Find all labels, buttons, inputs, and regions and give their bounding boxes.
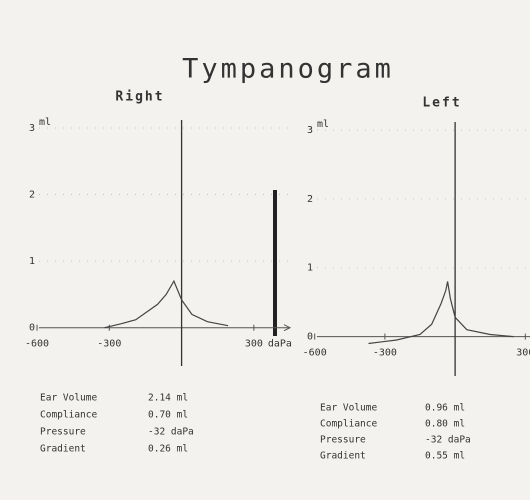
measurement-label: Pressure — [40, 427, 86, 438]
x-tick-label: -600 — [303, 348, 327, 359]
separator-bar — [273, 190, 277, 336]
x-axis-label: daPa — [268, 339, 292, 350]
y-tick-label: 0 — [29, 323, 35, 334]
measurement-value: 0.26 ml — [148, 444, 188, 455]
page-title: Tympanogram — [182, 54, 394, 85]
measurement-label: Pressure — [320, 435, 366, 446]
x-tick-label: -300 — [373, 348, 397, 359]
y-tick-label: 2 — [29, 190, 35, 201]
measurement-label: Ear Volume — [320, 403, 377, 414]
measurement-label: Compliance — [40, 410, 97, 421]
y-tick-label: 0 — [307, 332, 313, 343]
y-axis-label: ml — [317, 119, 329, 130]
measurement-label: Gradient — [40, 444, 86, 455]
x-tick-label: -300 — [97, 339, 121, 350]
measurement-value: 0.55 ml — [425, 451, 465, 462]
measurement-label: Compliance — [320, 419, 377, 430]
measurement-value: 0.80 ml — [425, 419, 465, 430]
y-tick-label: 1 — [29, 256, 35, 267]
panel-title: Right — [115, 90, 164, 105]
panel-title: Left — [422, 96, 461, 111]
measurement-value: -32 daPa — [148, 427, 194, 438]
y-axis-label: ml — [39, 117, 51, 128]
y-tick-label: 1 — [307, 263, 313, 274]
measurement-label: Ear Volume — [40, 393, 97, 404]
tympanogram-printout: Tympanogram Right 0 1 2 3 ml -600 -300 300 daPa Ea… — [0, 0, 530, 500]
x-tick-label: 300 — [245, 339, 263, 350]
x-tick-label: -600 — [25, 339, 49, 350]
measurement-value: -32 daPa — [425, 435, 471, 446]
measurement-label: Gradient — [320, 451, 366, 462]
x-tick-label: 300 — [516, 348, 530, 359]
y-tick-label: 3 — [307, 125, 313, 136]
measurement-value: 0.96 ml — [425, 403, 465, 414]
measurement-value: 2.14 ml — [148, 393, 188, 404]
y-tick-label: 2 — [307, 194, 313, 205]
measurement-value: 0.70 ml — [148, 410, 188, 421]
y-tick-label: 3 — [29, 123, 35, 134]
